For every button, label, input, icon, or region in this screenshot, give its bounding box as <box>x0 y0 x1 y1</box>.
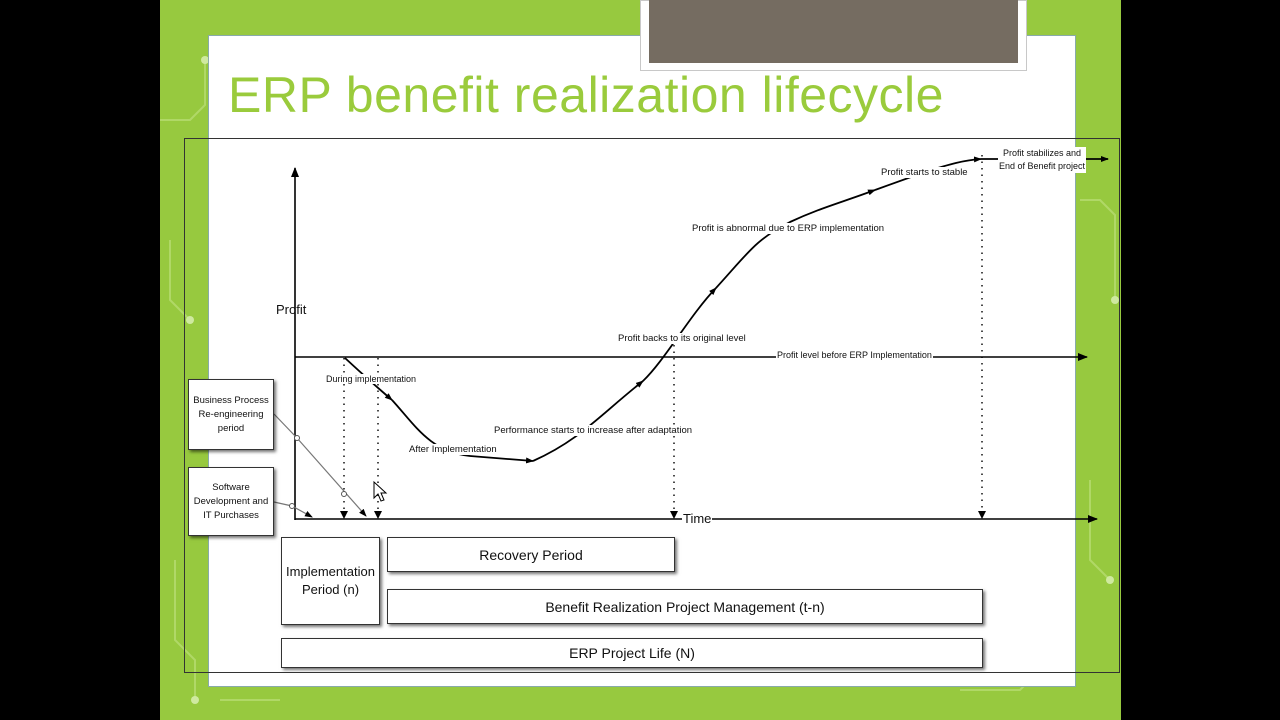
bpr-line-2: Re-engineering <box>198 408 264 420</box>
annotation-profit-stabilizes-line1: Profit stabilizes and <box>1003 148 1082 158</box>
erp-project-life-box: ERP Project Life (N) <box>281 638 983 668</box>
annotation-profit-stable: Profit starts to stable <box>880 167 969 178</box>
recovery-period-box: Recovery Period <box>387 537 675 572</box>
bpr-period-box: Business Process Re-engineering period <box>188 379 274 450</box>
annotation-profit-level: Profit level before ERP Implementation <box>776 350 933 360</box>
annotation-performance-increase: Performance starts to increase after ada… <box>493 425 694 436</box>
annotation-profit-stabilizes-line2: End of Benefit project <box>999 161 1086 171</box>
software-line-1: Software <box>212 481 250 493</box>
diagram-frame <box>184 138 1120 673</box>
implementation-line-2: Period (n) <box>301 582 360 597</box>
circuit-pattern <box>160 56 1119 704</box>
annotation-after-implementation: After Implementation <box>408 444 498 455</box>
x-axis-label: Time <box>682 511 713 526</box>
drop-arrow-1 <box>340 511 348 519</box>
drop-arrow-4 <box>978 511 986 519</box>
drop-arrow-2 <box>374 511 382 519</box>
implementation-line-1: Implementation <box>286 564 375 579</box>
profit-curve <box>344 156 1109 464</box>
annotation-during-implementation: During implementation <box>325 374 418 384</box>
annotation-profit-back: Profit backs to its original level <box>617 333 747 344</box>
y-axis-label: Profit <box>276 302 307 317</box>
annotation-profit-stabilizes: Profit stabilizes and End of Benefit pro… <box>998 147 1087 173</box>
annotation-profit-abnormal: Profit is abnormal due to ERP implementa… <box>691 223 886 234</box>
software-line-2: Development and <box>193 495 269 507</box>
implementation-period-box: Implementation Period (n) <box>281 537 380 625</box>
title-decoration-block <box>649 0 1018 63</box>
software-dev-box: Software Development and IT Purchases <box>188 467 274 536</box>
software-line-3: IT Purchases <box>203 509 259 521</box>
drop-arrow-3 <box>670 511 678 519</box>
slide-title: ERP benefit realization lifecycle <box>228 67 944 123</box>
mouse-cursor <box>373 480 388 502</box>
bpr-line-3: period <box>217 422 245 434</box>
bpr-connector <box>273 413 367 517</box>
benefit-realization-box: Benefit Realization Project Management (… <box>387 589 983 624</box>
bpr-line-1: Business Process <box>193 394 269 406</box>
